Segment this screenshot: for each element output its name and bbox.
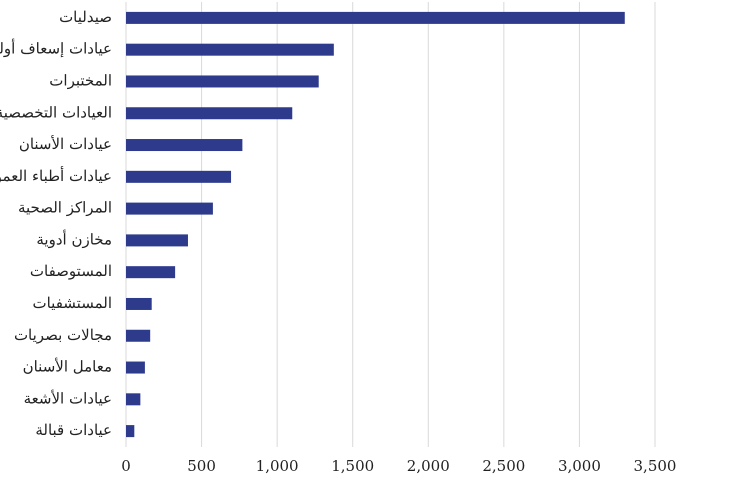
- y-tick-label: مخازن أدوية: [36, 229, 112, 248]
- bar: [126, 393, 141, 406]
- bar: [126, 297, 152, 310]
- bar: [126, 43, 334, 56]
- y-tick-label: المراكز الصحية: [18, 199, 112, 217]
- bar: [126, 170, 232, 183]
- bar: [126, 425, 135, 438]
- bar: [126, 266, 176, 279]
- y-tick-label: عيادات إسعاف أولي: [0, 39, 112, 58]
- y-tick-label: عيادات الأشعة: [24, 389, 112, 407]
- x-tick-label: 1,000: [256, 457, 299, 475]
- y-tick-label: عيادات قبالة: [35, 421, 112, 439]
- x-tick-label: 2,500: [482, 457, 525, 475]
- x-tick-label: 1,500: [331, 457, 374, 475]
- bar: [126, 139, 243, 152]
- y-tick-label: المستشفيات: [32, 294, 112, 312]
- x-tick-label: 2,000: [407, 457, 450, 475]
- y-tick-label: العيادات التخصصية: [0, 103, 112, 121]
- y-tick-label: عيادات الأسنان: [19, 135, 112, 153]
- x-tick-label: 3,000: [558, 457, 601, 475]
- y-tick-label: عيادات أطباء العموم: [0, 166, 112, 185]
- y-tick-label: صيدليات: [59, 8, 112, 26]
- bar: [126, 234, 188, 247]
- y-tick-label: معامل الأسنان: [23, 358, 112, 376]
- y-tick-label: مجالات بصريات: [14, 326, 112, 344]
- y-tick-label: المختبرات: [49, 71, 112, 89]
- bar: [126, 202, 213, 215]
- x-tick-label: 500: [187, 457, 216, 475]
- bar: [126, 329, 151, 342]
- x-tick-label: 3,500: [634, 457, 677, 475]
- bar: [126, 75, 319, 88]
- y-tick-label: المستوصفات: [30, 262, 112, 280]
- bar: [126, 361, 145, 374]
- bar: [126, 11, 625, 24]
- bar: [126, 107, 293, 120]
- x-tick-label: 0: [121, 457, 131, 475]
